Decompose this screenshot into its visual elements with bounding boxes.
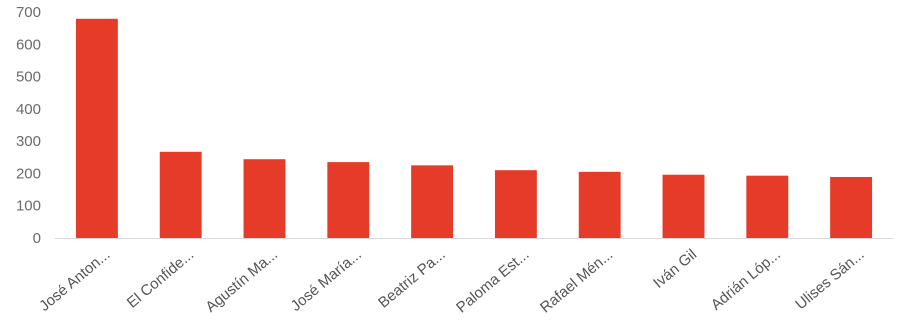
- y-tick-label: 600: [16, 36, 41, 53]
- bar: [327, 162, 370, 238]
- x-tick-label: Rafael Mén...: [537, 246, 616, 316]
- y-tick-label: 0: [33, 230, 41, 247]
- bar: [243, 159, 286, 238]
- bars: [75, 18, 873, 239]
- y-tick-label: 200: [16, 165, 41, 182]
- y-tick-label: 300: [16, 133, 41, 150]
- x-tick-label: Iván Gil: [650, 246, 700, 292]
- bar: [494, 170, 537, 238]
- bar: [159, 151, 202, 238]
- y-tick-label: 100: [16, 198, 41, 215]
- bar: [662, 174, 705, 238]
- x-tick-label: Paloma Est...: [453, 246, 532, 316]
- x-tick-label: Ulises Sán...: [792, 246, 867, 313]
- y-tick-label: 500: [16, 69, 41, 86]
- bar: [746, 175, 789, 238]
- y-axis: 0 100 200 300 400 500 600 700: [16, 4, 41, 247]
- bar: [411, 165, 454, 238]
- y-tick-label: 400: [16, 101, 41, 118]
- x-axis: José Anton... El Confide... Agustín Ma... J…: [36, 238, 893, 316]
- bar: [830, 176, 873, 238]
- x-tick-label: Agustín Ma...: [202, 246, 281, 316]
- x-tick-label: José María...: [288, 246, 365, 315]
- x-tick-label: Beatriz Pa...: [375, 246, 449, 312]
- y-tick-label: 700: [16, 4, 41, 21]
- bar: [75, 18, 118, 239]
- bar: [578, 171, 621, 238]
- x-tick-label: El Confide...: [124, 246, 198, 312]
- x-tick-label: José Anton...: [36, 246, 113, 315]
- x-tick-label: Adrián Lóp...: [708, 246, 784, 314]
